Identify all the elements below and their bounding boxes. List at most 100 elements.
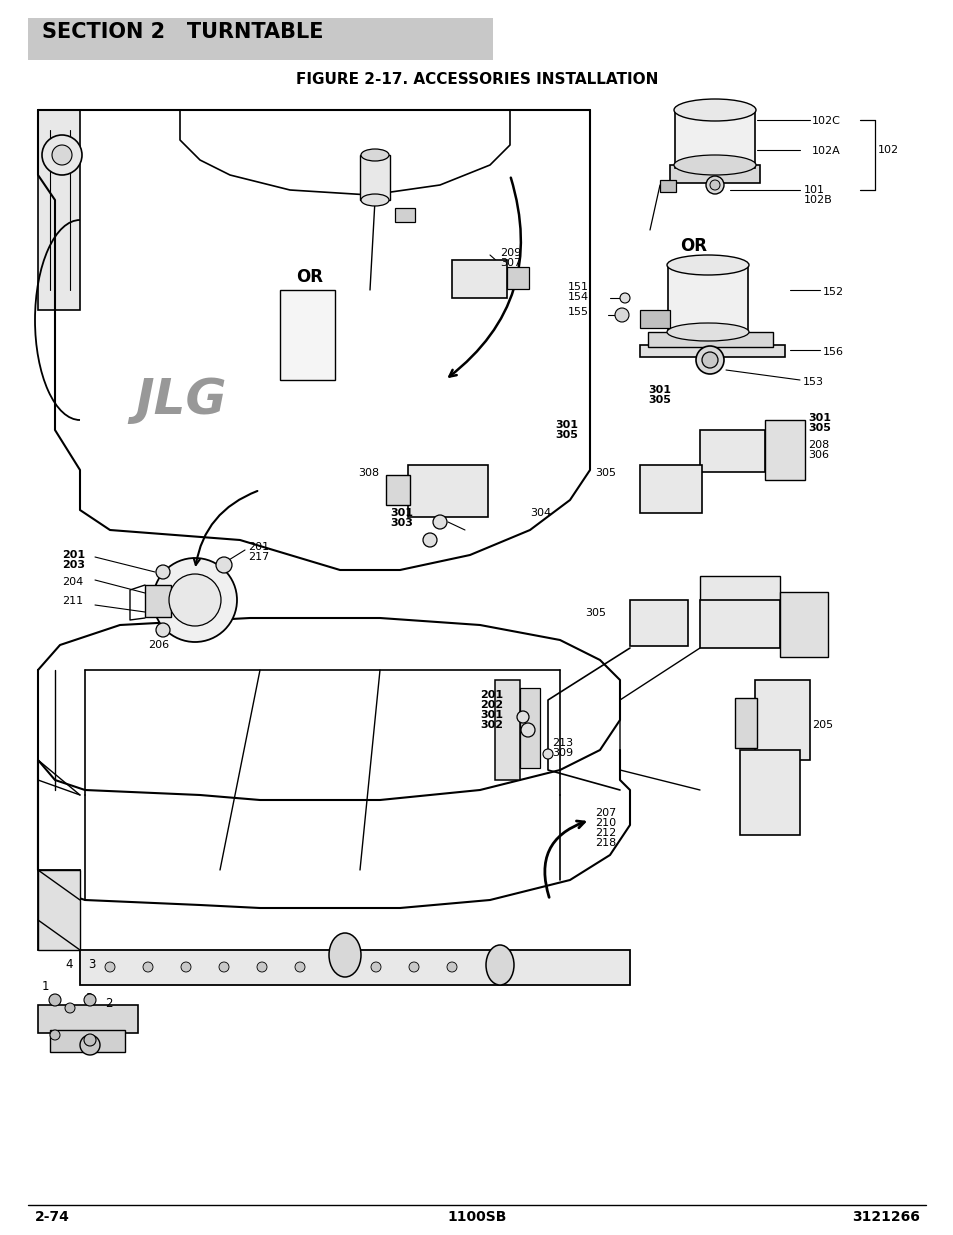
Text: 306: 306 (807, 450, 828, 459)
Bar (734, 698, 757, 748)
Circle shape (542, 748, 553, 760)
Text: 205: 205 (811, 720, 832, 730)
Circle shape (517, 711, 529, 722)
Ellipse shape (666, 324, 748, 341)
Bar (700, 600, 780, 648)
Circle shape (215, 557, 232, 573)
Circle shape (52, 144, 71, 165)
Circle shape (256, 962, 267, 972)
Text: 1: 1 (42, 981, 50, 993)
Text: 102: 102 (877, 144, 898, 156)
Circle shape (143, 962, 152, 972)
Circle shape (156, 622, 170, 637)
Bar (519, 688, 539, 768)
Circle shape (49, 994, 61, 1007)
Bar (280, 290, 335, 380)
Text: 207: 207 (595, 808, 616, 818)
Ellipse shape (666, 254, 748, 275)
Bar (659, 180, 676, 191)
Text: 303: 303 (390, 517, 413, 529)
Bar (780, 592, 827, 657)
Bar (452, 261, 506, 298)
Text: 203: 203 (62, 559, 85, 571)
Bar (359, 156, 390, 200)
Text: 218: 218 (595, 839, 616, 848)
Bar (495, 680, 519, 781)
Text: 3: 3 (88, 958, 95, 971)
Bar (675, 110, 754, 168)
Circle shape (84, 994, 96, 1007)
Text: 302: 302 (479, 720, 502, 730)
Text: 202: 202 (479, 700, 502, 710)
Bar (506, 267, 529, 289)
Bar (38, 1005, 138, 1032)
Text: 204: 204 (62, 577, 83, 587)
Text: 305: 305 (584, 608, 605, 618)
Circle shape (422, 534, 436, 547)
Circle shape (615, 308, 628, 322)
Text: OR: OR (679, 237, 706, 254)
Text: 2: 2 (105, 997, 112, 1010)
Bar (669, 165, 760, 183)
Bar (700, 576, 780, 601)
Ellipse shape (673, 99, 755, 121)
Circle shape (696, 346, 723, 374)
Bar (639, 310, 669, 329)
Text: 3: 3 (85, 992, 92, 1005)
Circle shape (619, 293, 629, 303)
Text: 206: 206 (148, 640, 169, 650)
Circle shape (156, 564, 170, 579)
Bar (629, 600, 687, 646)
Bar (38, 869, 80, 950)
Text: JLG: JLG (135, 375, 226, 424)
Bar (754, 680, 809, 760)
Text: 156: 156 (822, 347, 843, 357)
Text: 309: 309 (552, 748, 573, 758)
Ellipse shape (360, 194, 389, 206)
Circle shape (65, 1003, 75, 1013)
Text: 307: 307 (499, 258, 520, 268)
Ellipse shape (329, 932, 360, 977)
Circle shape (371, 962, 380, 972)
Text: 304: 304 (530, 508, 551, 517)
Text: 102C: 102C (811, 116, 840, 126)
Text: 2-74: 2-74 (35, 1210, 70, 1224)
Circle shape (80, 1035, 100, 1055)
Text: 213: 213 (552, 739, 573, 748)
Text: 301: 301 (390, 508, 413, 517)
Bar (28, 19, 493, 61)
Text: 210: 210 (595, 818, 616, 827)
Text: 154: 154 (567, 291, 589, 303)
Circle shape (50, 1030, 60, 1040)
Text: 4: 4 (65, 958, 72, 971)
Circle shape (152, 558, 236, 642)
Text: 3121266: 3121266 (851, 1210, 919, 1224)
Text: 301: 301 (807, 412, 830, 424)
Text: 301: 301 (647, 385, 670, 395)
Bar (408, 466, 488, 517)
Text: 102A: 102A (811, 146, 840, 156)
Text: 1100SB: 1100SB (447, 1210, 506, 1224)
Text: 155: 155 (567, 308, 588, 317)
Bar (639, 345, 784, 357)
Bar (395, 207, 415, 222)
Bar (667, 266, 747, 333)
Circle shape (42, 135, 82, 175)
Bar (386, 475, 410, 505)
Ellipse shape (673, 156, 755, 175)
Text: 305: 305 (807, 424, 830, 433)
Circle shape (520, 722, 535, 737)
Bar (740, 750, 800, 835)
Circle shape (84, 1034, 96, 1046)
Text: 217: 217 (248, 552, 269, 562)
Circle shape (333, 962, 343, 972)
Text: 308: 308 (357, 468, 378, 478)
Ellipse shape (485, 945, 514, 986)
Circle shape (181, 962, 191, 972)
Bar (639, 466, 701, 513)
Circle shape (705, 177, 723, 194)
Text: 153: 153 (802, 377, 823, 387)
Bar (50, 1030, 125, 1052)
Bar (80, 950, 629, 986)
Text: 102B: 102B (803, 195, 832, 205)
